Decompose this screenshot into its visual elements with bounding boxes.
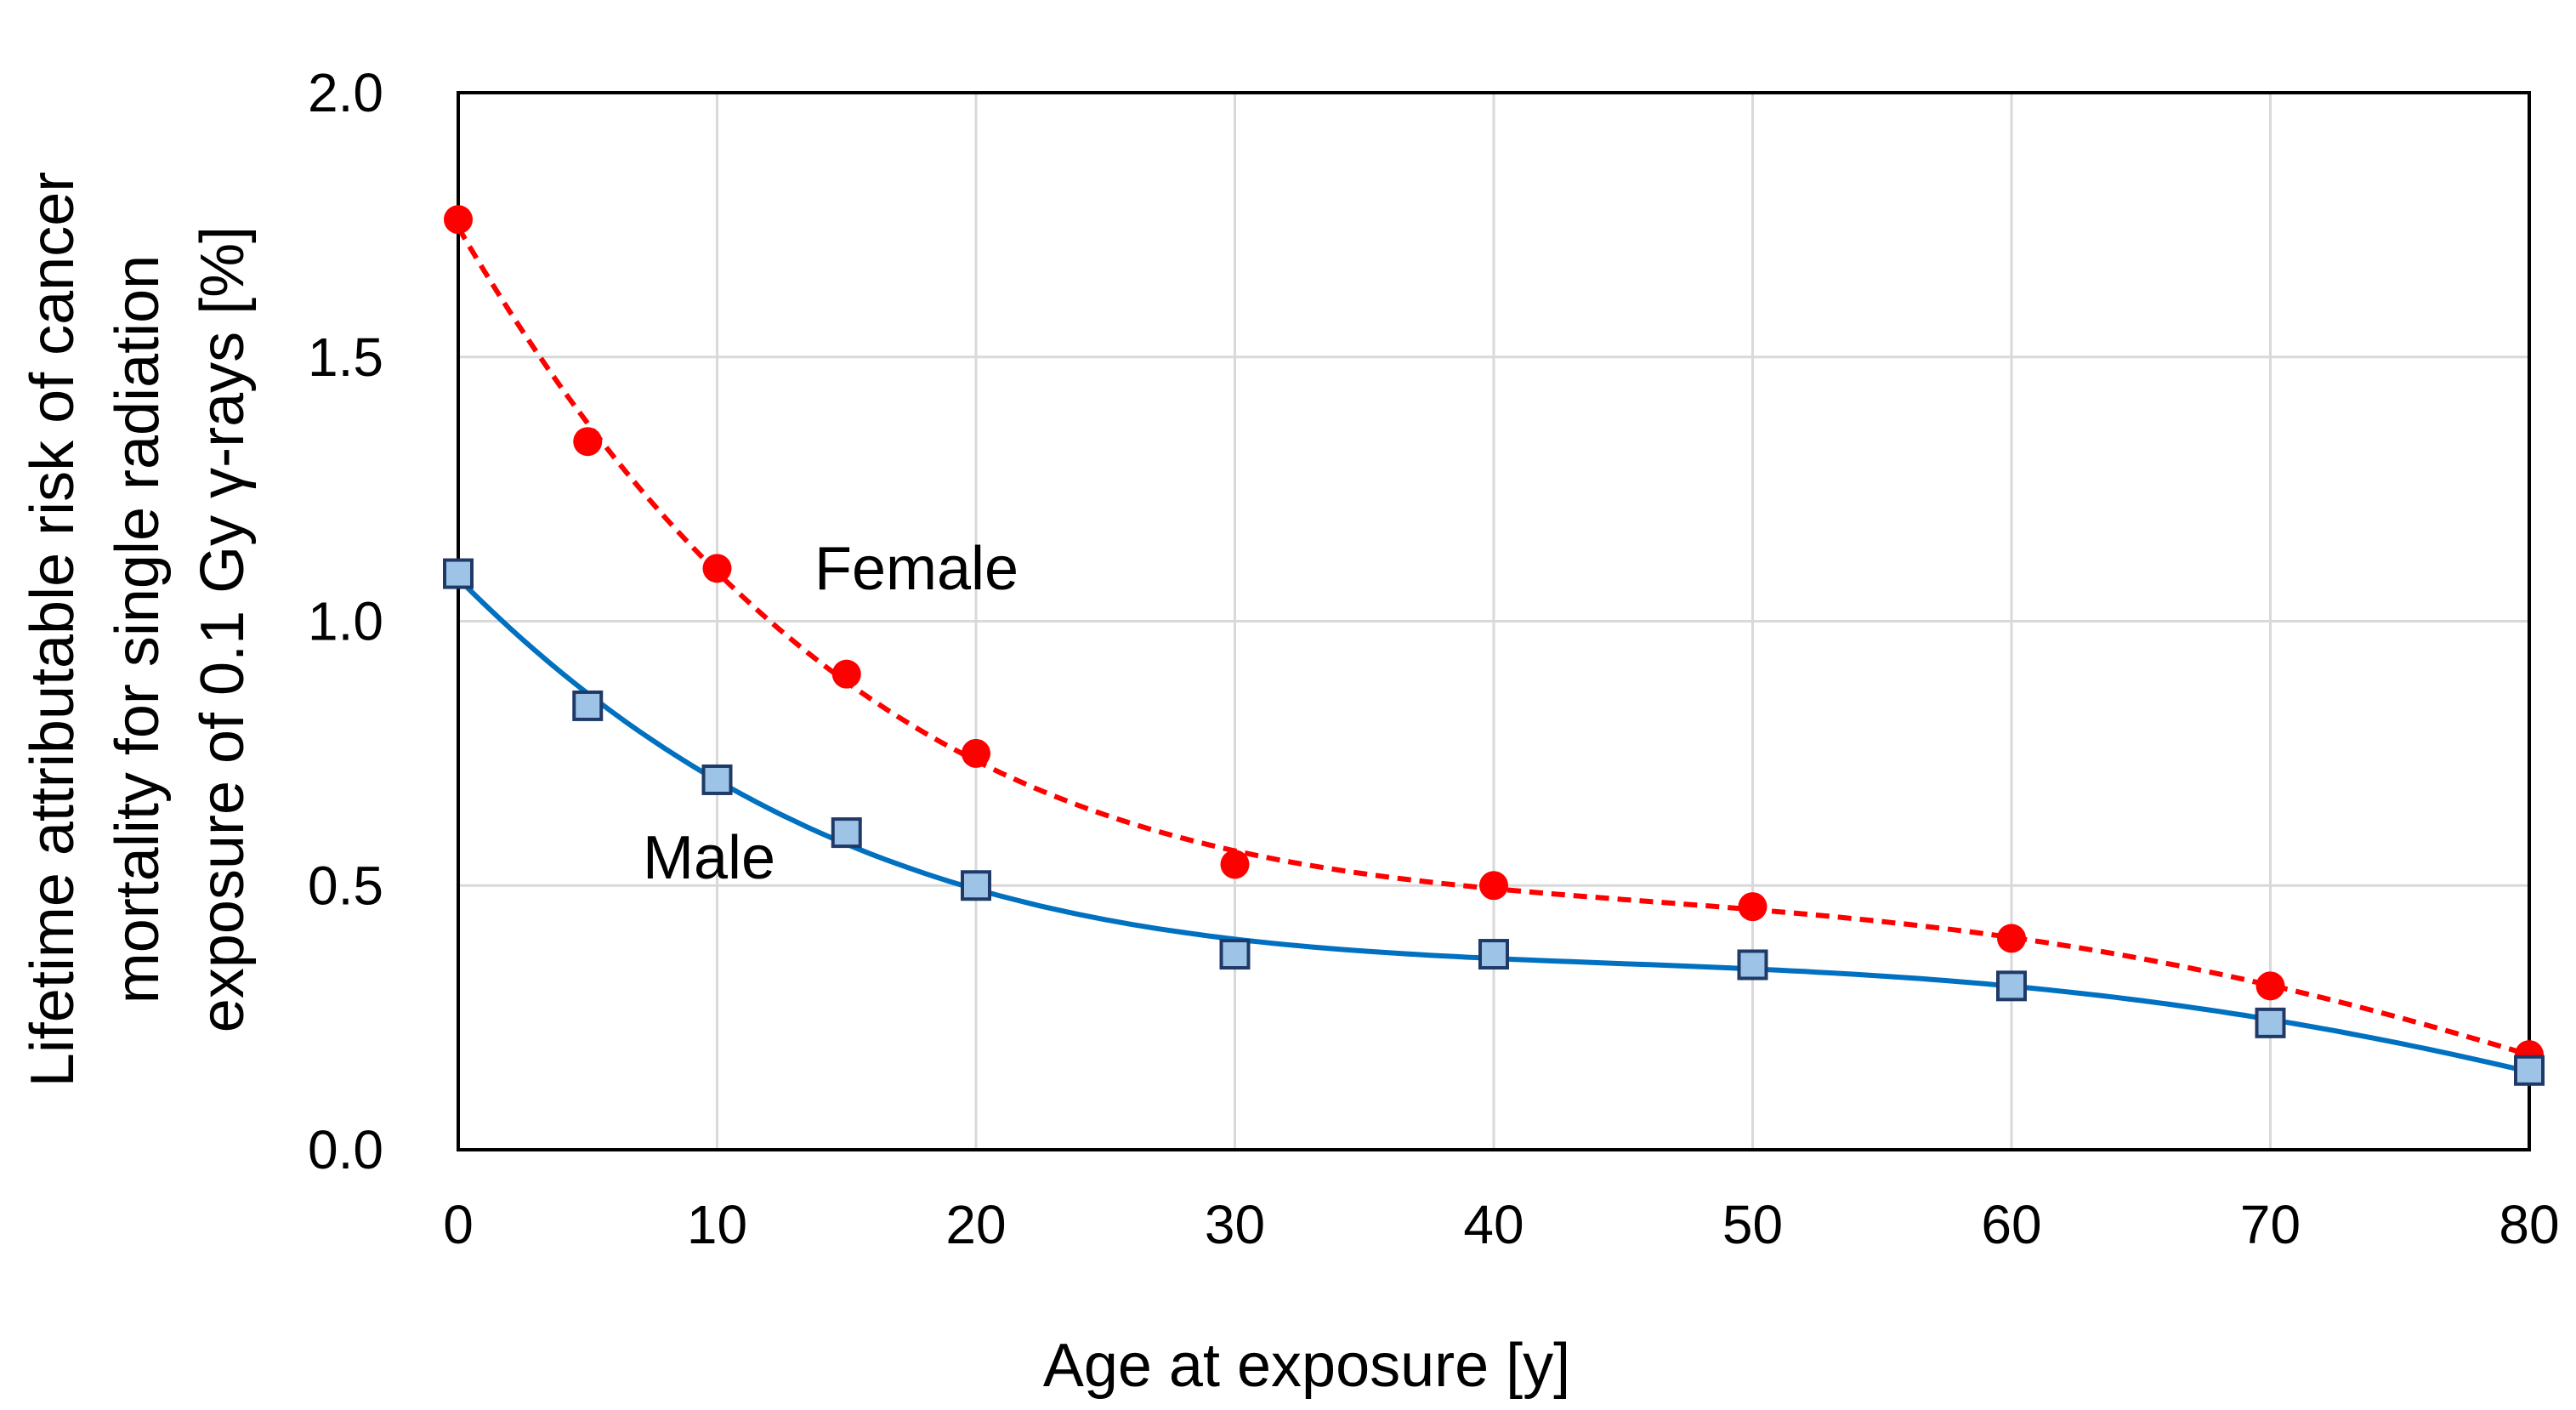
data-point-female	[1220, 850, 1250, 879]
plot-area	[457, 91, 2531, 1151]
y-axis-title: Lifetime attributable risk of cancer mor…	[19, 172, 257, 1087]
data-point-female	[1997, 924, 2026, 953]
data-point-male	[443, 558, 474, 589]
data-point-male	[1219, 939, 1251, 970]
data-point-female	[2255, 971, 2285, 1001]
x-tick-label: 30	[1205, 1194, 1265, 1255]
y-axis-title-line-1: Lifetime attributable risk of cancer	[19, 172, 87, 1087]
data-point-male	[572, 690, 604, 721]
data-markers	[443, 205, 2545, 1086]
y-tick-label: 1.5	[308, 327, 383, 388]
x-tick-label: 50	[1722, 1194, 1783, 1255]
series-label-female: Female	[814, 535, 1018, 603]
y-axis-title-line-3: exposure of 0.1 Gy γ-rays [%]	[189, 226, 257, 1032]
data-point-female	[1738, 892, 1767, 922]
data-point-male	[831, 817, 862, 849]
data-point-male	[2514, 1055, 2545, 1086]
data-point-female	[1479, 871, 1508, 901]
tick-labels: 0 10 20 30 40 50 60 70 80 0.0 0.5 1.0 1.5 2.0	[308, 62, 2560, 1255]
y-axis-title-line-2: mortality for single radiation	[104, 255, 172, 1003]
x-tick-label: 10	[687, 1194, 747, 1255]
x-tick-label: 60	[1981, 1194, 2041, 1255]
y-tick-label: 0.5	[308, 855, 383, 916]
data-point-male	[1996, 970, 2027, 1002]
data-point-male	[2255, 1007, 2286, 1038]
data-point-female	[831, 659, 861, 689]
x-tick-label: 0	[443, 1194, 474, 1255]
x-tick-label: 80	[2499, 1194, 2559, 1255]
grid	[457, 91, 2531, 1151]
data-point-male	[701, 764, 733, 795]
y-tick-label: 2.0	[308, 62, 383, 123]
data-point-female	[962, 738, 990, 768]
x-axis-title: Age at exposure [y]	[1043, 1332, 1570, 1400]
data-point-male	[1478, 939, 1509, 970]
data-point-female	[444, 205, 473, 235]
data-point-male	[961, 870, 991, 901]
y-tick-label: 1.0	[308, 591, 383, 652]
series-label-male: Male	[643, 824, 775, 892]
x-tick-label: 20	[945, 1194, 1006, 1255]
data-point-female	[573, 427, 603, 457]
x-tick-label: 70	[2240, 1194, 2301, 1255]
y-tick-label: 0.0	[308, 1119, 383, 1180]
data-point-male	[1737, 949, 1768, 981]
x-tick-label: 40	[1463, 1194, 1523, 1255]
data-point-female	[702, 554, 732, 583]
